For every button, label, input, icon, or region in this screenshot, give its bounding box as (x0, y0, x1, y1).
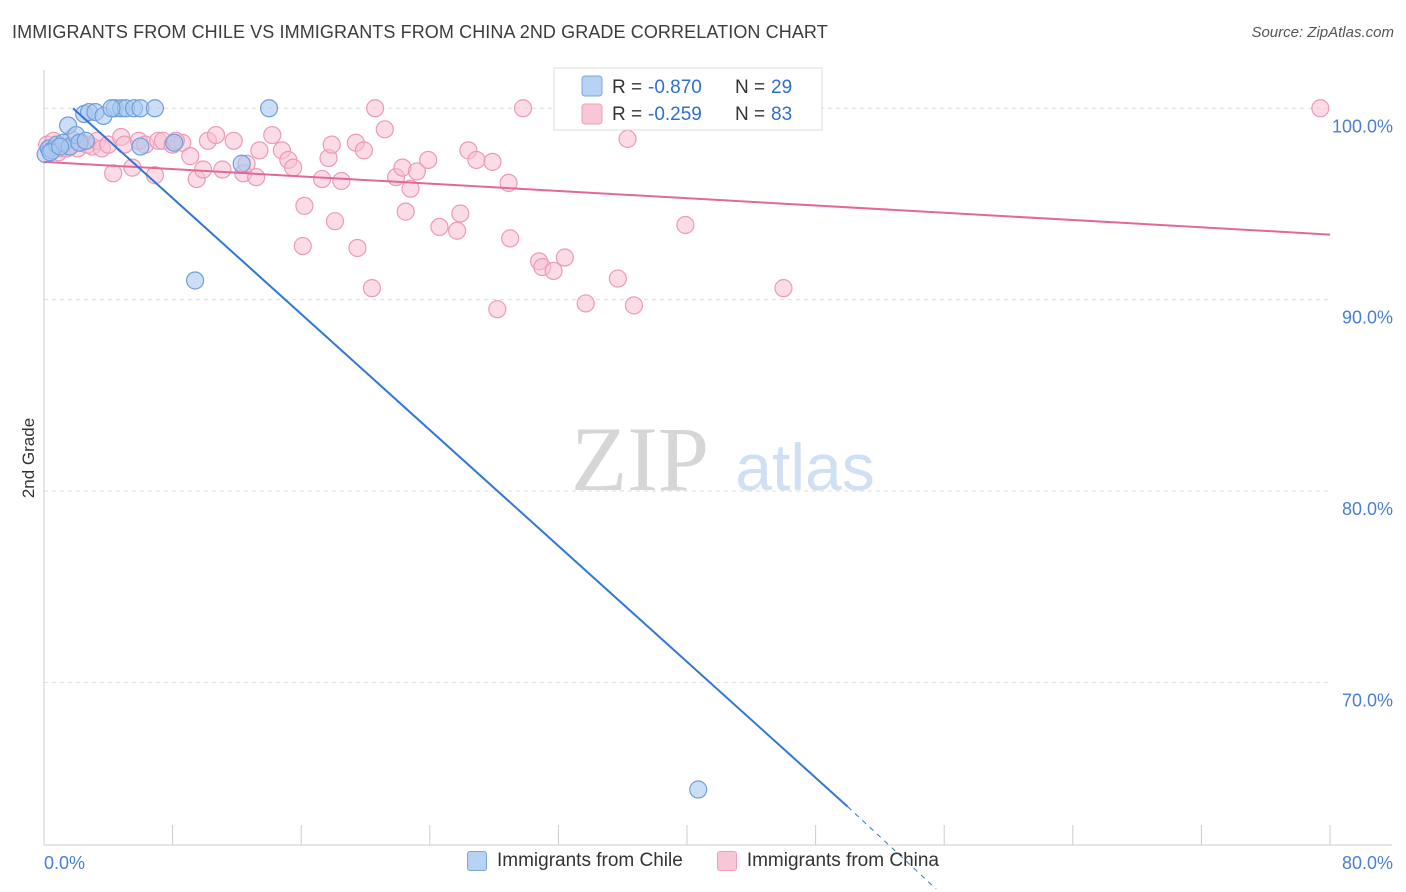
chile-point-20 (165, 133, 184, 152)
legend-item-china[interactable]: Immigrants from China (716, 850, 939, 872)
china-point-76 (624, 296, 644, 315)
china-point-73 (576, 294, 595, 313)
x-tick-label-min: 0.0% (44, 853, 85, 873)
y-axis-label: 2nd Grade (19, 418, 38, 498)
chile-point-24 (689, 780, 708, 799)
chile-point-26 (50, 137, 70, 156)
legend-swatch-chile (467, 851, 487, 871)
china-point-14 (104, 164, 123, 183)
y-tick-label-80: 80.0% (1342, 499, 1393, 519)
chile-point-21 (186, 271, 205, 290)
y-tick-label-70: 70.0% (1342, 690, 1393, 710)
grid-lines (44, 107, 1330, 683)
x-tick-label-max: 80.0% (1342, 853, 1393, 873)
stats-legend: R = -0.870 N = 29 R = -0.259 N = 83 (553, 67, 823, 131)
stats-swatch-china (581, 103, 603, 125)
china-point-71 (555, 248, 574, 267)
chile-n-label: N = (735, 77, 770, 98)
china-point-25 (181, 147, 200, 166)
china-point-30 (213, 160, 232, 179)
china-point-50 (366, 99, 385, 118)
china-point-59 (448, 221, 467, 240)
china-n-value: 83 (771, 104, 792, 125)
china-point-45 (332, 171, 351, 191)
china-trend-line (43, 160, 1331, 236)
china-point-57 (419, 150, 438, 170)
source-label: Source: ZipAtlas.com (1251, 24, 1394, 41)
chile-r-value: -0.870 (648, 77, 702, 98)
china-point-42 (312, 169, 332, 189)
chart-title: IMMIGRANTS FROM CHILE VS IMMIGRANTS FROM… (12, 22, 828, 42)
chile-r-label: R = (612, 77, 647, 98)
svg-text:R = -0.259 N =: R = -0.259 N = 83 (612, 104, 792, 125)
china-point-77 (676, 215, 695, 235)
y-tick-labels: 70.0% 80.0% 90.0% 100.0% (1332, 116, 1393, 710)
china-point-34 (247, 168, 266, 187)
y-tick-label-90: 90.0% (1342, 308, 1393, 328)
axes (43, 70, 1392, 846)
china-point-39 (284, 158, 303, 177)
china-r-value: -0.259 (648, 104, 702, 125)
china-point-74 (608, 269, 627, 288)
chile-point-19 (145, 99, 165, 118)
china-point-56 (407, 162, 427, 181)
china-point-81 (322, 135, 341, 154)
chile-point-28 (102, 99, 121, 118)
china-point-55 (401, 179, 420, 198)
china-point-44 (325, 212, 345, 231)
bottom-legend: Immigrants from Chile Immigrants from Ch… (0, 850, 1406, 872)
china-point-67 (513, 99, 533, 118)
legend-label-chile: Immigrants from Chile (497, 850, 683, 871)
china-point-49 (362, 279, 382, 298)
china-point-62 (467, 150, 486, 170)
china-point-36 (263, 125, 282, 145)
china-point-70 (544, 261, 563, 281)
china-point-41 (293, 236, 312, 256)
chile-point-18 (131, 137, 150, 156)
chile-point-23 (259, 99, 279, 118)
china-point-78 (774, 279, 793, 298)
china-point-40 (295, 196, 314, 215)
chile-trend-extension (847, 806, 937, 890)
chile-point-22 (232, 154, 251, 173)
china-point-66 (501, 229, 520, 248)
legend-swatch-china (716, 851, 737, 871)
watermark-zip: ZIP (571, 408, 709, 510)
china-point-60 (451, 204, 470, 223)
chile-points (36, 99, 708, 799)
china-point-29 (206, 125, 226, 145)
china-points (38, 99, 1330, 319)
china-point-75 (618, 129, 637, 148)
stats-swatch-chile (581, 75, 603, 97)
legend-item-chile[interactable]: Immigrants from Chile (467, 850, 683, 872)
china-r-label: R = (612, 104, 647, 125)
china-point-48 (354, 141, 373, 160)
china-point-58 (430, 217, 449, 237)
china-point-47 (348, 238, 367, 258)
china-n-label: N = (735, 104, 770, 125)
chile-trend-line (72, 107, 849, 808)
chile-point-27 (76, 131, 95, 150)
watermark-atlas: atlas (735, 430, 874, 504)
china-point-63 (483, 152, 502, 171)
trend-lines (43, 107, 1331, 890)
china-point-27 (194, 160, 213, 179)
y-tick-label-100: 100.0% (1332, 116, 1393, 136)
china-point-54 (396, 202, 415, 221)
china-point-64 (488, 300, 507, 319)
legend-label-china: Immigrants from China (746, 850, 939, 871)
chile-n-value: 29 (771, 77, 792, 98)
china-point-79 (1311, 99, 1330, 118)
svg-text:R = -0.870 N =: R = -0.870 N = 29 (612, 77, 792, 98)
china-point-31 (224, 131, 243, 150)
china-point-51 (375, 120, 394, 139)
china-point-35 (250, 141, 269, 160)
